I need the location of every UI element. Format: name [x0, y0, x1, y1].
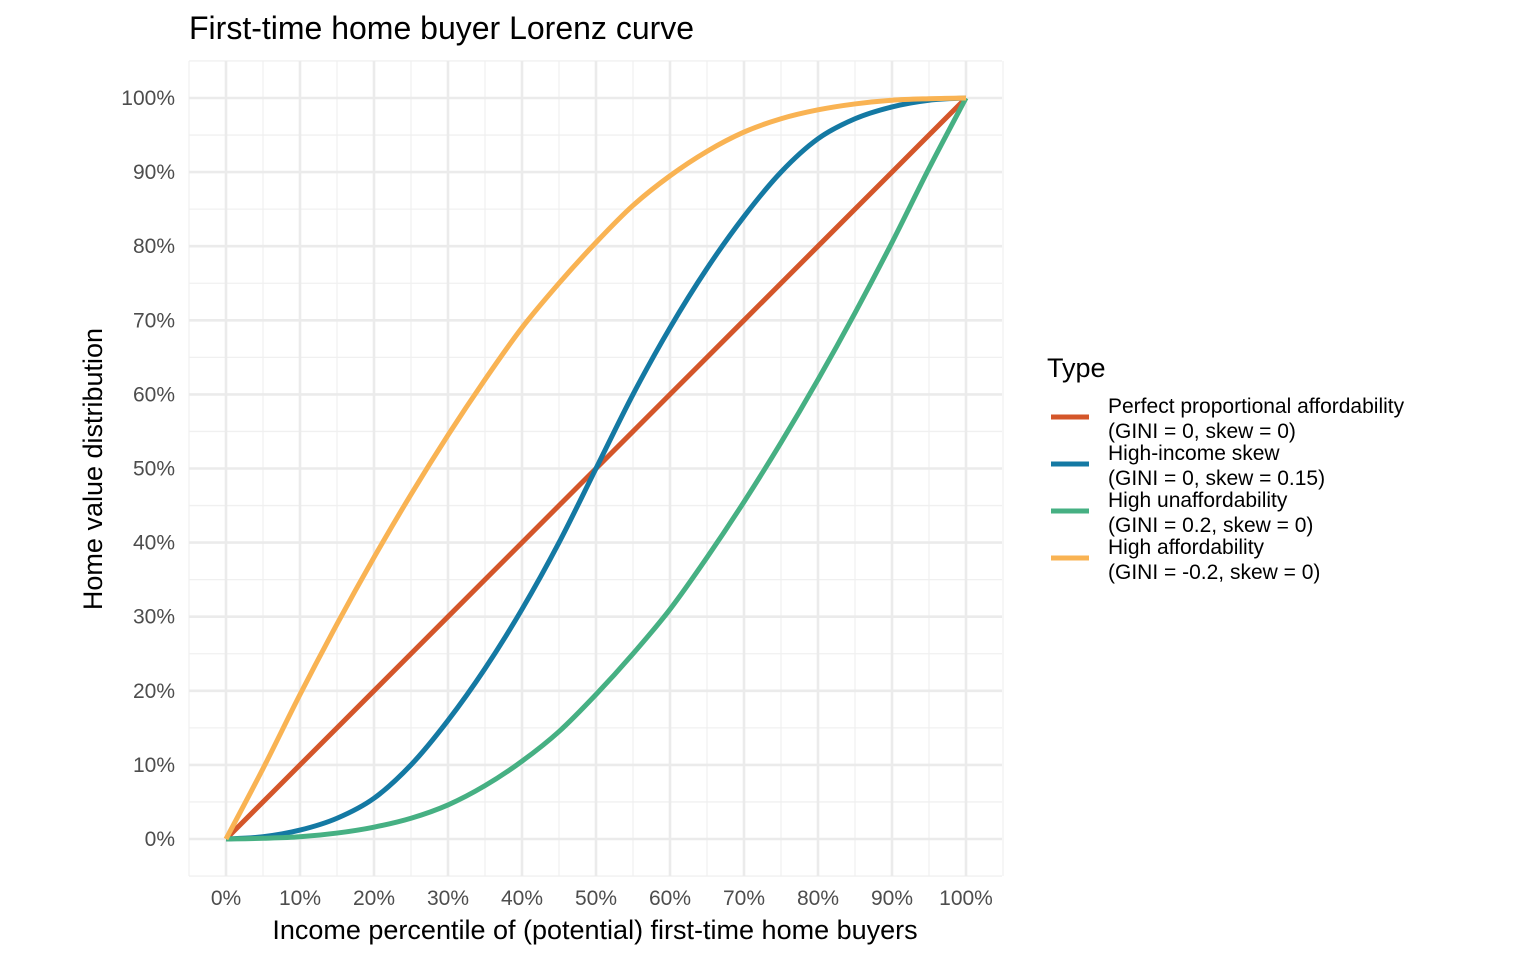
legend-label-perfect-proportional: Perfect proportional affordability [1108, 395, 1405, 418]
chart-title: First-time home buyer Lorenz curve [189, 10, 694, 46]
y-tick-label: 10% [133, 754, 175, 777]
legend: Type Perfect proportional affordability(… [1047, 353, 1405, 584]
x-tick-label: 0% [211, 887, 241, 910]
series-line-high-affordability [223, 95, 967, 841]
x-tick-label: 80% [797, 887, 839, 910]
legend-label-high-income-skew: (GINI = 0, skew = 0.15) [1108, 467, 1325, 490]
y-tick-label: 90% [133, 161, 175, 184]
x-tick-label: 10% [279, 887, 321, 910]
x-axis-ticks: 0% 10% 20% 30% 40% 50% 60% 70% 80% 90% 100% [211, 887, 993, 910]
x-tick-label: 90% [871, 887, 913, 910]
x-tick-label: 60% [649, 887, 691, 910]
x-tick-label: 50% [575, 887, 617, 910]
y-tick-label: 50% [133, 458, 175, 481]
y-tick-label: 80% [133, 235, 175, 258]
y-tick-label: 20% [133, 680, 175, 703]
legend-label-high-affordability: High affordability [1108, 536, 1265, 559]
y-axis-ticks: 0% 10% 20% 30% 40% 50% 60% 70% 80% 90% 100% [121, 87, 175, 851]
legend-label-perfect-proportional: (GINI = 0, skew = 0) [1108, 420, 1296, 443]
legend-title: Type [1047, 353, 1106, 383]
x-tick-label: 40% [501, 887, 543, 910]
series-line-high-unaffordability [225, 96, 969, 842]
series-line-high-income-skew [225, 95, 967, 842]
y-tick-label: 70% [133, 309, 175, 332]
y-tick-label: 0% [145, 828, 175, 851]
y-tick-label: 100% [121, 87, 175, 110]
y-tick-label: 60% [133, 383, 175, 406]
y-tick-label: 30% [133, 606, 175, 629]
legend-label-high-income-skew: High-income skew [1108, 442, 1280, 465]
x-tick-label: 30% [427, 887, 469, 910]
y-tick-label: 40% [133, 532, 175, 555]
y-axis-title: Home value distribution [78, 328, 108, 610]
x-tick-label: 20% [353, 887, 395, 910]
series-lines [223, 95, 969, 842]
x-tick-label: 70% [723, 887, 765, 910]
x-tick-label: 100% [939, 887, 993, 910]
legend-label-high-unaffordability: High unaffordability [1108, 489, 1288, 512]
legend-label-high-affordability: (GINI = -0.2, skew = 0) [1108, 561, 1320, 584]
x-axis-title: Income percentile of (potential) first-t… [272, 915, 917, 945]
legend-label-high-unaffordability: (GINI = 0.2, skew = 0) [1108, 514, 1313, 537]
grid [188, 60, 1004, 877]
